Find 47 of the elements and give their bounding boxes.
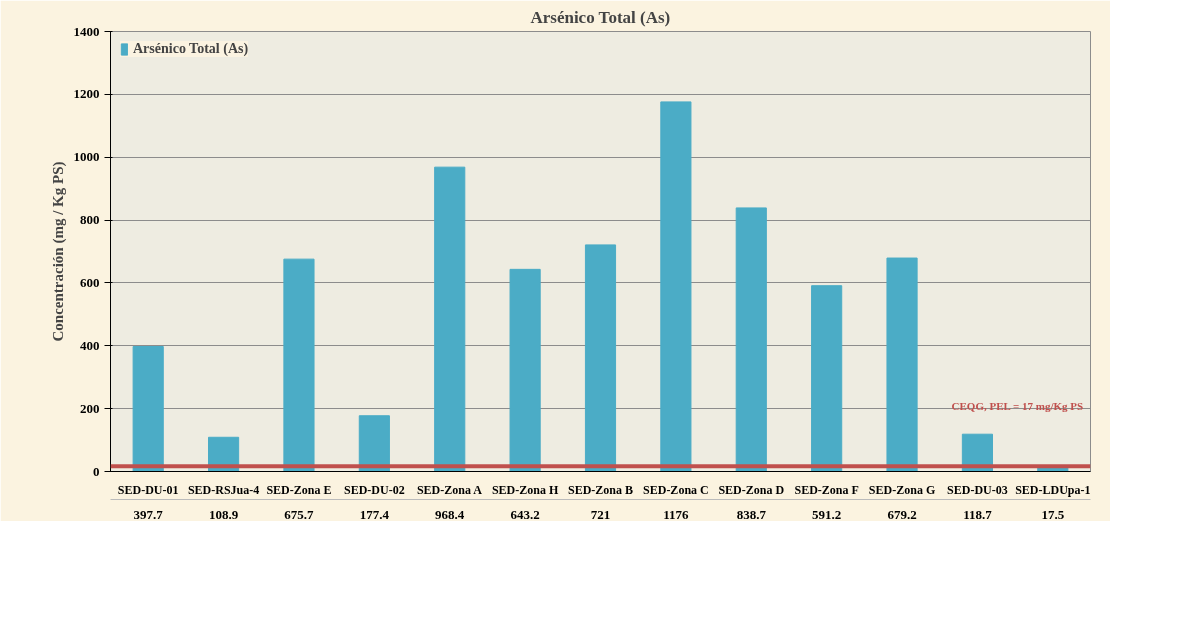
- data-label: 1176: [663, 506, 690, 522]
- data-label: 177.4: [359, 506, 390, 522]
- y-axis-title: Concentración (mg / Kg PS): [49, 161, 67, 342]
- data-label: 118.7: [963, 506, 993, 522]
- bar: [811, 285, 843, 472]
- y-tick-label: 0: [93, 463, 100, 479]
- x-tick-label: SED-Zona G: [868, 482, 936, 497]
- y-tick-label: 1200: [73, 86, 100, 102]
- data-label: 591.2: [812, 506, 842, 522]
- x-tick-label: SED-Zona H: [491, 482, 559, 497]
- x-tick-label: SED-Zona E: [266, 482, 332, 497]
- x-tick-label: SED-DU-01: [117, 482, 179, 497]
- y-tick-label: 400: [80, 337, 100, 353]
- bar: [434, 166, 466, 472]
- x-tick-label: SED-DU-03: [947, 482, 1008, 497]
- x-tick-label: SED-Zona A: [416, 482, 483, 497]
- y-tick-label: 200: [80, 400, 100, 416]
- data-label: 17.5: [1041, 506, 1065, 522]
- bar: [132, 346, 164, 472]
- bar: [886, 257, 918, 472]
- x-tick-label: SED-DU-02: [344, 482, 405, 497]
- bar: [509, 268, 541, 472]
- bar: [735, 207, 767, 472]
- x-tick-label: SED-LDUpa-1: [1015, 482, 1091, 497]
- x-tick-label: SED-Zona C: [643, 482, 709, 497]
- bar: [358, 415, 390, 472]
- data-label: 721: [590, 506, 611, 522]
- y-tick-label: 800: [80, 212, 100, 228]
- x-tick-label: SED-Zona B: [567, 482, 634, 497]
- bar: [283, 258, 315, 472]
- legend-label: Arsénico Total (As): [133, 41, 249, 57]
- data-label: 838.7: [736, 506, 767, 522]
- data-label: 108.9: [208, 506, 239, 522]
- data-label: 643.2: [510, 506, 540, 522]
- y-tick-label: 1000: [73, 149, 100, 165]
- bar: [660, 101, 692, 472]
- y-tick-label: 1400: [73, 23, 100, 39]
- x-tick-label: SED-RSJua-4: [187, 482, 260, 497]
- data-label: 397.7: [133, 506, 164, 522]
- chart-title: Arsénico Total (As): [530, 7, 671, 27]
- data-label: 675.7: [284, 506, 315, 522]
- bar: [584, 244, 617, 472]
- data-label: 968.4: [435, 506, 465, 522]
- data-label: 679.2: [887, 506, 917, 522]
- y-tick-label: 600: [80, 274, 100, 290]
- x-tick-label: SED-Zona F: [794, 482, 859, 497]
- x-tick-label: SED-Zona D: [718, 482, 785, 497]
